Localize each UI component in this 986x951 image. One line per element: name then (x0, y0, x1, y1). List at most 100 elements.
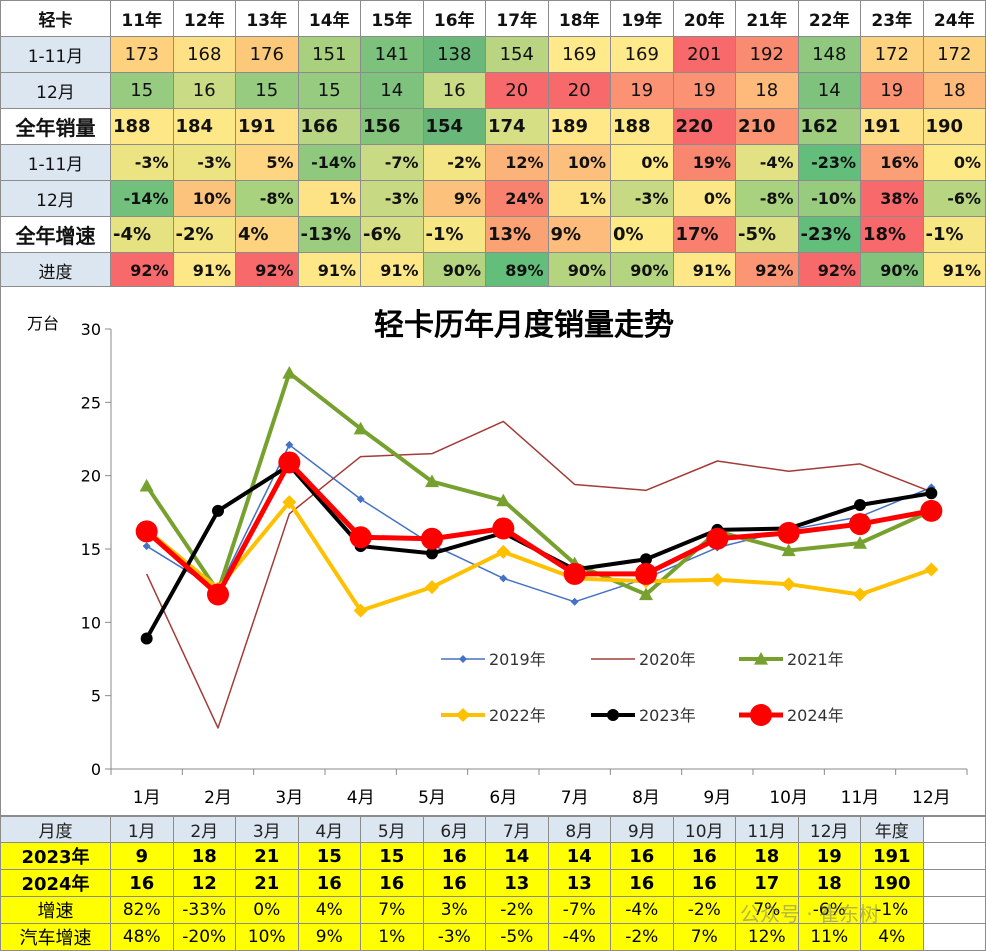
heat-cell: 172 (922, 36, 986, 73)
value-cell: 4% (860, 923, 924, 951)
legend-marker (607, 709, 619, 721)
data-point (212, 504, 224, 517)
heat-cell: 91% (297, 252, 361, 289)
legend-label: 2024年 (787, 706, 844, 725)
data-point (920, 499, 943, 522)
x-tick-label: 3月 (275, 788, 303, 808)
value-cell: -2% (672, 896, 736, 924)
year-header: 21年 (735, 0, 799, 37)
table-row: 2024年 16 12 21 16 16 16 13 13 16 16 17 18 190 (0, 869, 986, 897)
month-header: 5月 (360, 816, 424, 843)
heat-cell: 17% (672, 216, 736, 253)
value-cell: 9% (297, 923, 361, 951)
value-cell: 16 (672, 842, 736, 870)
data-point (777, 521, 800, 544)
legend-label: 2022年 (489, 706, 546, 725)
line-chart: 轻卡历年月度销量走势 万台 0 5 10 15 20 25 30 1月 2月 3月 4月 5月 6月 7月 8月… (0, 286, 986, 816)
data-point (282, 495, 297, 510)
value-cell: 14 (547, 842, 611, 870)
y-tick-label: 5 (91, 687, 101, 706)
data-point (925, 487, 938, 500)
heat-cell: 90% (422, 252, 486, 289)
x-tick-label: 6月 (489, 788, 517, 808)
heat-cell: 210 (735, 108, 799, 145)
heat-cell: 154 (422, 108, 486, 145)
series-line (146, 444, 932, 603)
year-header: 11年 (110, 0, 174, 37)
data-point (285, 440, 294, 449)
heat-cell: 24% (485, 180, 549, 217)
heat-cell: -5% (735, 216, 799, 253)
heat-cell: -1% (922, 216, 986, 253)
table-row: 1-11月 -3% -3% 5% -14% -7% -2% 12% 10% 0% 19% -4% -23… (0, 144, 986, 181)
legend-label: 2019年 (489, 650, 546, 669)
heat-cell: 19 (860, 72, 924, 109)
legend-label: 2020年 (639, 650, 696, 669)
legend-item: 2021年 (739, 650, 844, 669)
heat-cell: 20 (547, 72, 611, 109)
heat-cell: -23% (797, 144, 861, 181)
heat-cell: -4% (735, 144, 799, 181)
heat-cell: -2% (422, 144, 486, 181)
heat-cell: 141 (360, 36, 424, 73)
value-cell: 13 (485, 869, 549, 897)
legend-marker (750, 704, 772, 726)
value-cell: -3% (422, 923, 486, 951)
heat-cell: 192 (735, 36, 799, 73)
value-cell: 19 (797, 842, 861, 870)
table-row: 全年销量 188 184 191 166 156 154 174 189 188 220 210 162… (0, 108, 986, 145)
value-cell: -7% (547, 896, 611, 924)
heat-cell: 10% (547, 144, 611, 181)
heat-cell: 20 (485, 72, 549, 109)
series-2019年 (142, 440, 936, 606)
legend-item: 2023年 (591, 706, 696, 725)
data-point (854, 499, 866, 511)
legend-label: 2023年 (639, 706, 696, 725)
year-header: 12年 (172, 0, 236, 37)
value-cell: -4% (610, 896, 674, 924)
data-point (426, 547, 438, 560)
heat-cell: 0% (672, 180, 736, 217)
data-point (278, 451, 301, 474)
month-header: 3月 (235, 816, 299, 843)
heat-cell: 19 (672, 72, 736, 109)
y-tick-label: 25 (81, 393, 101, 412)
heat-cell: -3% (110, 144, 174, 181)
legend-item: 2019年 (441, 650, 546, 669)
series-2020年 (145, 420, 932, 729)
data-point (135, 520, 158, 543)
table-row: 增速 82% -33% 0% 4% 7% 3% -2% -7% -4% -2% 7% -6% -1% (0, 896, 986, 924)
data-point (425, 580, 439, 595)
heat-cell: 0% (922, 144, 986, 181)
data-point (706, 527, 729, 550)
data-point (563, 562, 586, 585)
row-label: 增速 (0, 896, 111, 924)
heat-cell: -6% (360, 216, 424, 253)
data-point (924, 562, 939, 577)
value-cell: 16 (360, 869, 424, 897)
row-label: 1-11月 (0, 144, 111, 181)
blank-cell (922, 816, 986, 843)
heat-cell: 16% (860, 144, 924, 181)
blank-cell (922, 896, 986, 924)
row-label: 进度 (0, 252, 111, 289)
heat-cell: 138 (422, 36, 486, 73)
table-row: 1-11月 173 168 176 151 141 138 154 169 169 201 192 14… (0, 36, 986, 73)
legend-marker (754, 652, 768, 665)
data-point (496, 493, 511, 507)
value-cell: -1% (860, 896, 924, 924)
heat-cell: 168 (172, 36, 236, 73)
series-line (145, 371, 933, 597)
legend-label: 2021年 (787, 650, 844, 669)
year-header: 15年 (360, 0, 424, 37)
value-cell: -5% (485, 923, 549, 951)
data-point (139, 478, 154, 492)
x-tick-label: 1月 (133, 788, 161, 808)
chart-title: 轻卡历年月度销量走势 (374, 308, 674, 343)
table-row: 进度 92% 91% 92% 91% 91% 90% 89% 90% 90% 91% 92% 92% 90… (0, 252, 986, 289)
data-point (356, 495, 365, 504)
month-header: 11月 (735, 816, 799, 843)
heat-cell: 38% (860, 180, 924, 217)
value-cell: 13 (547, 869, 611, 897)
heat-cell: -14% (297, 144, 361, 181)
